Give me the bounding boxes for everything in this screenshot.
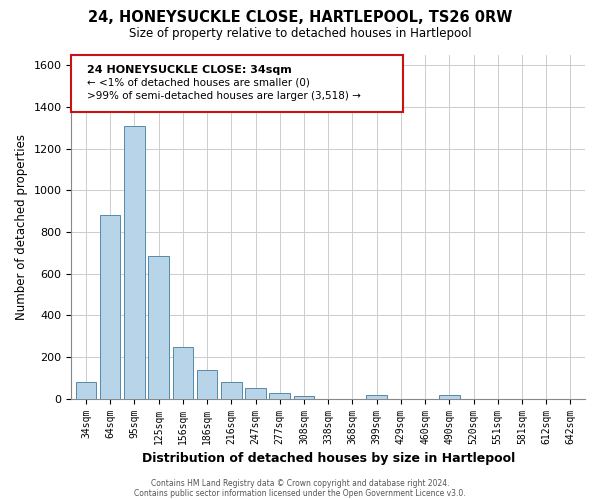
Text: ← <1% of detached houses are smaller (0): ← <1% of detached houses are smaller (0) bbox=[87, 78, 310, 88]
Bar bbox=[221, 382, 242, 398]
Bar bbox=[173, 346, 193, 399]
X-axis label: Distribution of detached houses by size in Hartlepool: Distribution of detached houses by size … bbox=[142, 452, 515, 465]
Bar bbox=[439, 395, 460, 398]
Y-axis label: Number of detached properties: Number of detached properties bbox=[15, 134, 28, 320]
Text: 24, HONEYSUCKLE CLOSE, HARTLEPOOL, TS26 0RW: 24, HONEYSUCKLE CLOSE, HARTLEPOOL, TS26 … bbox=[88, 10, 512, 25]
Bar bbox=[124, 126, 145, 398]
Bar bbox=[76, 382, 96, 398]
Bar bbox=[148, 256, 169, 398]
Bar bbox=[269, 394, 290, 398]
Bar bbox=[197, 370, 217, 398]
Bar bbox=[367, 395, 387, 398]
Text: >99% of semi-detached houses are larger (3,518) →: >99% of semi-detached houses are larger … bbox=[87, 91, 361, 101]
FancyBboxPatch shape bbox=[71, 55, 403, 112]
Text: Size of property relative to detached houses in Hartlepool: Size of property relative to detached ho… bbox=[128, 28, 472, 40]
Bar bbox=[245, 388, 266, 398]
Text: 24 HONEYSUCKLE CLOSE: 34sqm: 24 HONEYSUCKLE CLOSE: 34sqm bbox=[87, 66, 292, 76]
Text: Contains public sector information licensed under the Open Government Licence v3: Contains public sector information licen… bbox=[134, 488, 466, 498]
Bar bbox=[293, 396, 314, 398]
Text: Contains HM Land Registry data © Crown copyright and database right 2024.: Contains HM Land Registry data © Crown c… bbox=[151, 478, 449, 488]
Bar bbox=[100, 216, 121, 398]
